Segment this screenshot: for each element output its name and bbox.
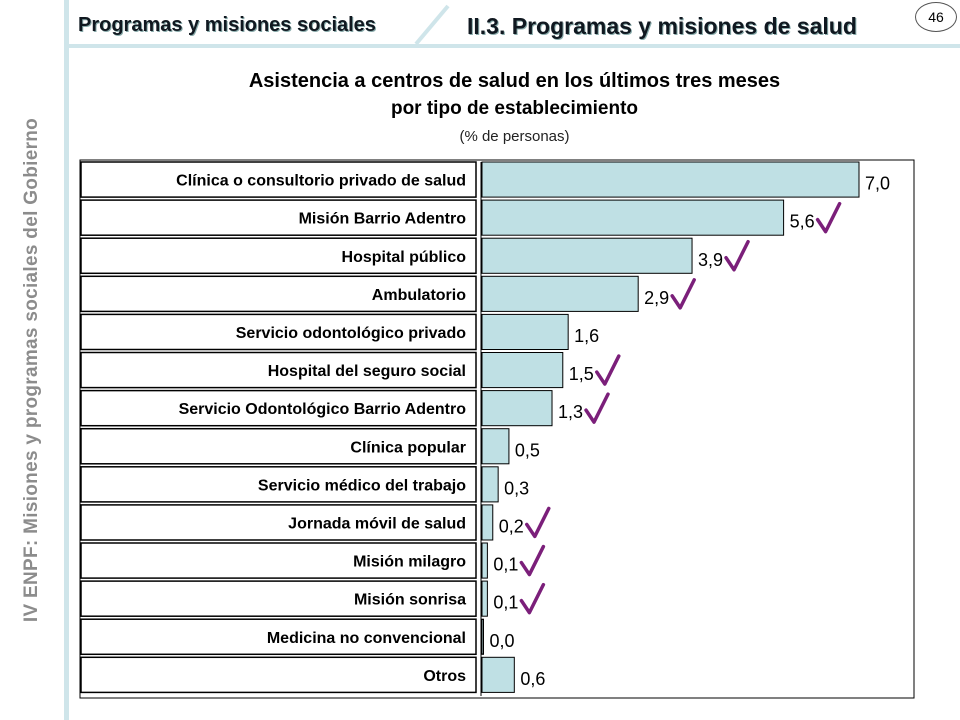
- category-label: Servicio Odontológico Barrio Adentro: [179, 401, 467, 418]
- value-label: 1,5: [569, 364, 594, 384]
- bar: [481, 237, 693, 274]
- sidebar-divider: [64, 0, 69, 720]
- subsection-title: II.3. Programas y misiones de salud: [467, 13, 857, 39]
- category-box: [80, 427, 477, 465]
- value-label: 0,0: [490, 631, 515, 651]
- category-box: [80, 656, 477, 694]
- category-label: Clínica o consultorio privado de salud: [176, 173, 466, 190]
- category-box: [80, 580, 477, 617]
- chart-frame: [79, 159, 915, 699]
- category-box: [80, 199, 477, 236]
- checkmark-icon: [584, 392, 610, 424]
- category-box: [80, 542, 477, 579]
- checkmark-icon: [595, 354, 621, 386]
- category-label: Medicina no convencional: [267, 630, 466, 647]
- value-label: 0,6: [520, 669, 545, 689]
- bar: [481, 618, 484, 655]
- bar: [481, 580, 488, 617]
- category-label: Hospital del seguro social: [268, 363, 466, 380]
- category-box: [80, 237, 477, 275]
- value-label: 1,3: [558, 402, 583, 422]
- value-label: 2,9: [644, 288, 669, 308]
- category-label: Jornada móvil de salud: [288, 515, 466, 532]
- value-label: 5,6: [790, 212, 815, 232]
- chart-title: Asistencia a centros de salud en los últ…: [248, 70, 781, 92]
- bar: [481, 542, 488, 579]
- value-label: 0,1: [493, 593, 518, 613]
- bar: [481, 161, 860, 198]
- bar: [481, 275, 639, 312]
- category-label: Hospital público: [342, 249, 467, 266]
- bar: [481, 656, 515, 693]
- value-label: 0,2: [499, 516, 524, 536]
- chart-title-line2: por tipo de establecimiento: [390, 98, 639, 119]
- category-box: [80, 161, 477, 198]
- bar: [481, 352, 564, 389]
- checkmark-icon: [519, 582, 546, 615]
- value-label: 7,0: [865, 174, 890, 194]
- checkmark-icon: [670, 278, 696, 310]
- category-box: [80, 618, 477, 656]
- bar: [481, 313, 569, 350]
- category-label: Servicio médico del trabajo: [258, 477, 466, 494]
- checkmark-icon: [724, 240, 750, 272]
- page-number-badge: 46: [915, 2, 957, 32]
- value-label: 0,3: [504, 478, 529, 498]
- sidebar: [0, 0, 64, 720]
- bar: [481, 390, 553, 427]
- category-box: [80, 313, 477, 351]
- bar: [481, 466, 499, 503]
- category-label: Clínica popular: [350, 439, 466, 456]
- category-box: [80, 389, 477, 427]
- value-label: 1,6: [574, 326, 599, 346]
- checkmark-icon: [519, 544, 546, 577]
- category-box: [80, 466, 477, 503]
- category-label: Otros: [423, 668, 466, 685]
- category-label: Misión Barrio Adentro: [299, 211, 467, 228]
- category-label: Servicio odontológico privado: [236, 325, 466, 342]
- value-label: 0,1: [493, 555, 518, 575]
- value-label: 3,9: [698, 250, 723, 270]
- bar: [481, 199, 785, 236]
- checkmark-icon: [525, 506, 551, 539]
- category-label: Misión milagro: [353, 554, 466, 571]
- section-title: Programas y misiones sociales: [78, 14, 376, 36]
- category-box: [80, 275, 477, 313]
- value-label: 0,5: [515, 440, 540, 460]
- category-box: [80, 504, 477, 541]
- category-label: Ambulatorio: [372, 287, 466, 304]
- header-divider: [69, 44, 960, 48]
- category-label: Misión sonrisa: [354, 592, 466, 609]
- header-slash: [414, 4, 450, 46]
- checkmark-icon: [815, 201, 842, 234]
- category-box: [80, 351, 477, 389]
- chart-subtitle: (% de personas): [459, 128, 570, 145]
- bar: [481, 428, 510, 465]
- bar: [481, 504, 494, 541]
